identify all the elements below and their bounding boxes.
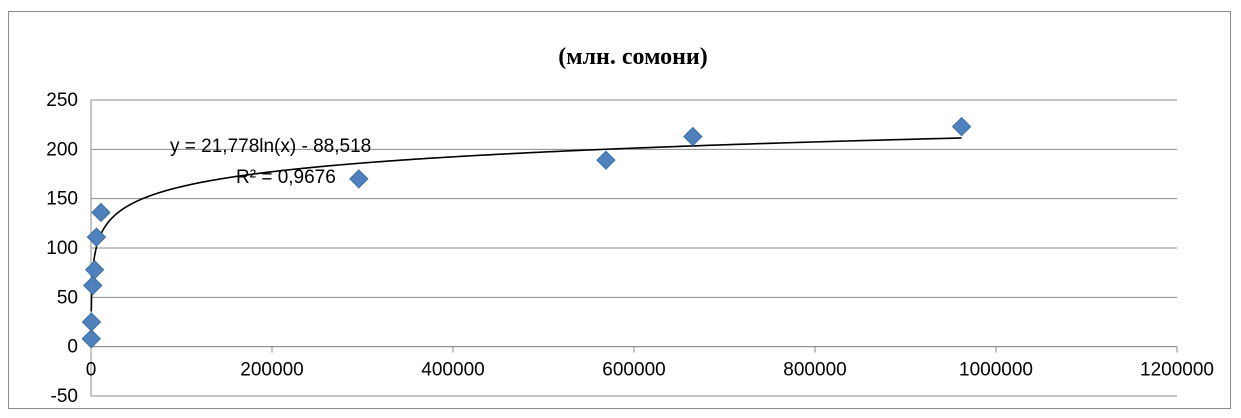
x-tick-label: 400000 <box>421 360 484 381</box>
y-tick-label: 50 <box>57 287 78 308</box>
data-point <box>596 150 616 170</box>
chart-title: (млн. сомони) <box>558 44 708 70</box>
data-point <box>86 227 107 247</box>
y-tick-label: 250 <box>46 90 78 111</box>
data-point <box>349 169 369 189</box>
x-tick-label: 800000 <box>783 360 846 381</box>
y-tick-label: 200 <box>46 139 78 160</box>
y-tick-labels: -50 0 50 100 150 200 250 <box>46 90 78 407</box>
y-tick-label: 0 <box>67 337 78 358</box>
x-tick-label: 600000 <box>602 360 665 381</box>
data-point <box>951 116 972 137</box>
x-tick-label: 1000000 <box>959 360 1033 381</box>
data-point <box>84 259 105 280</box>
data-point <box>81 329 101 349</box>
data-point <box>83 275 103 296</box>
x-tick-labels: 0 200000 400000 600000 800000 1000000 1200000 <box>86 360 1214 381</box>
trendline-r-squared: R² = 0,9676 <box>236 167 336 188</box>
trendline-equation: y = 21,778ln(x) - 88,518 <box>170 136 371 157</box>
y-tick-label: 150 <box>46 189 78 210</box>
data-point <box>683 126 703 147</box>
x-tick-label: 0 <box>86 360 97 381</box>
x-tick-label: 1200000 <box>1140 360 1214 381</box>
y-tick-label: -50 <box>51 386 78 407</box>
data-point <box>91 202 111 223</box>
data-point <box>81 312 102 332</box>
y-tick-label: 100 <box>46 238 78 259</box>
chart-frame <box>8 11 1231 409</box>
trendline <box>90 137 962 312</box>
data-points <box>81 116 972 349</box>
x-tick-label: 200000 <box>240 360 303 381</box>
